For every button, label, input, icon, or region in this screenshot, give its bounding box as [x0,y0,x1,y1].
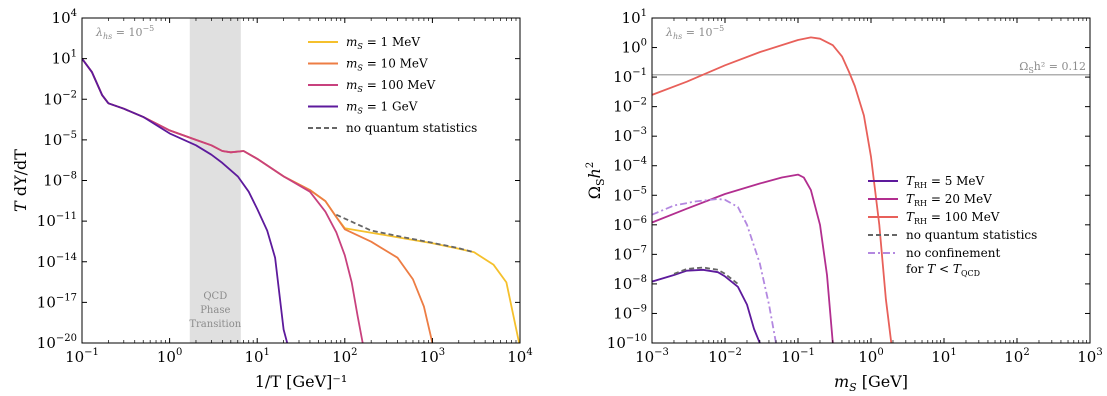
y-tick-label: 10−5 [613,185,647,204]
series-line [82,58,520,343]
legend-label: mS = 1 GeV [346,100,418,116]
x-tick-label: 10−1 [781,347,815,366]
y-tick-label: 10−2 [613,97,647,116]
y-tick-label: 101 [622,8,647,27]
legend-label: no quantum statistics [906,228,1037,242]
reference-hline-label: ΩSh² = 0.12 [1019,60,1086,75]
y-tick-label: 10−1 [613,67,647,86]
y-tick-label: 10−7 [613,244,647,263]
x-axis-label: 1/T [GeV]⁻¹ [255,372,347,391]
series-line [673,266,739,285]
y-tick-label: 10−4 [613,156,647,175]
plot-frame [81,17,521,344]
x-tick-label: 100 [157,347,182,366]
coupling-annotation: λhs = 10−5 [95,24,154,41]
y-tick-label: 10−8 [43,171,77,190]
series-group [82,58,520,343]
y-tick-label: 10−3 [613,126,647,145]
qcd-band [189,18,241,343]
legend: TRH = 5 MeV TRH = 20 MeV TRH = 100 MeV no q… [868,174,1037,278]
x-tick-label: 103 [420,347,445,366]
x-tick-label: 101 [931,347,956,366]
y-tick-label: 10−10 [607,333,647,352]
legend-label: mS = 10 MeV [346,57,428,73]
series-line [652,36,893,343]
y-tick-label: 10−9 [613,303,647,322]
y-tick-label: 10−2 [43,89,77,108]
band-label-line: Transition [189,319,241,330]
y-axis-label: ΩSh2 [585,162,607,200]
right-panel: ΩSh² = 0.12 10−3 10−2 10−1 100 101 102 103 10−10… [585,8,1103,394]
legend: mS = 1 MeV mS = 10 MeV mS = 100 MeV mS = 1 … [308,35,477,135]
x-tick-label: 102 [332,347,357,366]
band-label-line: QCD [203,291,227,302]
y-tick-label: 10−5 [43,130,77,149]
y-tick-label: 101 [52,49,77,68]
x-tick-label: 10−1 [65,347,99,366]
x-tick-label: 100 [858,347,883,366]
band-label-line: Phase [200,305,230,316]
legend-label: no confinement [906,246,1000,260]
series-group [652,36,893,343]
series-line [652,173,834,343]
series-line [652,198,777,343]
y-tick-label: 10−6 [613,215,647,234]
y-tick-label: 10−20 [37,333,77,352]
coupling-annotation: λhs = 10−5 [665,24,724,41]
y-axis-label: T dY/dT [11,149,30,212]
x-tick-label: 10−2 [708,347,742,366]
x-tick-label: 104 [507,347,532,366]
legend-label: TRH = 20 MeV [906,192,992,208]
x-tick-label: 10−3 [635,347,669,366]
legend-label: TRH = 100 MeV [906,210,1000,226]
series-line [652,268,761,343]
legend-label: mS = 100 MeV [346,78,436,94]
x-tick-label: 102 [1004,347,1029,366]
x-tick-label: 103 [1077,347,1102,366]
x-tick-label: 101 [244,347,269,366]
y-tick-label: 10−17 [37,292,77,311]
legend-label: no quantum statistics [346,121,477,135]
y-tick-label: 104 [52,8,77,27]
series-line [82,58,289,343]
y-tick-label: 10−14 [37,252,77,271]
legend-label: mS = 1 MeV [346,35,420,51]
legend-label: TRH = 5 MeV [906,174,985,190]
y-tick-label: 100 [622,38,647,57]
y-tick-label: 10−8 [613,274,647,293]
x-axis-label: mS [GeV] [834,372,908,394]
legend-note: for T < TQCD [906,262,980,278]
left-panel: QCD Phase Transition 10−1 100 101 102 103 104 10−… [11,8,533,391]
y-tick-label: 10−11 [37,211,77,230]
series-line [335,213,475,254]
